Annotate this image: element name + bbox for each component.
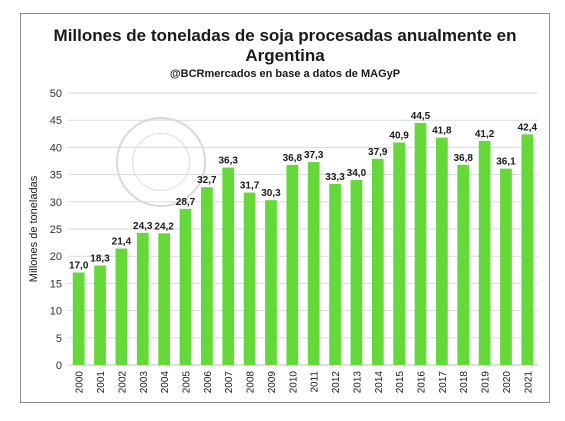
data-label: 36,8 [283, 153, 303, 164]
y-tick-label: 30 [50, 197, 62, 209]
data-label: 18,3 [90, 253, 110, 264]
bar [179, 208, 192, 365]
data-label: 36,3 [218, 156, 238, 167]
y-tick-label: 35 [50, 170, 62, 182]
y-tick-label: 15 [50, 278, 62, 290]
bar [500, 168, 512, 365]
data-label: 34,0 [347, 168, 367, 179]
data-label: 30,3 [261, 188, 281, 199]
data-label: 40,9 [389, 131, 409, 142]
bar [158, 233, 171, 365]
data-label: 37,9 [368, 147, 388, 158]
bar [478, 140, 491, 365]
x-tick-label: 2012 [331, 371, 342, 394]
bar [200, 187, 213, 365]
y-tick-label: 0 [56, 360, 62, 372]
y-tick-label: 5 [56, 333, 62, 345]
data-label: 41,2 [475, 129, 495, 140]
x-tick-label: 2004 [160, 371, 171, 394]
x-tick-label: 2005 [182, 371, 193, 394]
data-label: 36,8 [453, 153, 473, 164]
bar [222, 167, 235, 365]
bar [457, 164, 470, 365]
y-tick-label: 50 [50, 88, 62, 100]
x-tick-label: 2007 [224, 371, 235, 394]
data-label: 24,2 [154, 221, 174, 232]
x-tick-label: 2017 [438, 371, 449, 394]
bar [286, 164, 299, 365]
x-tick-label: 2013 [352, 371, 363, 394]
data-label: 21,4 [112, 237, 132, 248]
x-tick-label: 2008 [246, 371, 257, 394]
y-tick-label: 25 [50, 224, 62, 236]
data-label: 32,7 [197, 175, 217, 186]
bar [94, 265, 106, 365]
x-tick-label: 2003 [139, 371, 150, 394]
x-tick-label: 2000 [75, 371, 86, 394]
watermark-seal-icon [116, 117, 206, 207]
x-tick-label: 2009 [267, 371, 278, 394]
bar [307, 162, 320, 365]
bar [435, 137, 448, 365]
x-tick-label: 2016 [417, 371, 428, 394]
y-tick-label: 10 [50, 306, 62, 318]
data-label: 37,3 [304, 150, 324, 161]
x-tick-label: 2002 [117, 371, 128, 394]
bar [72, 272, 85, 365]
bar [136, 232, 149, 365]
x-tick-label: 2006 [203, 371, 214, 394]
chart-title-line-2: Argentina [245, 46, 325, 65]
data-label: 42,4 [518, 122, 538, 133]
bar [371, 158, 384, 365]
data-label: 17,0 [69, 261, 89, 272]
x-tick-label: 2020 [502, 371, 513, 394]
bar-chart: 0 5 10 15 20 25 30 35 40 45 50 Millones de tonelada… [28, 88, 538, 394]
data-label: 41,8 [432, 126, 452, 137]
bar [393, 142, 406, 365]
chart-frame: Millones de toneladas de soja procesadas… [20, 13, 550, 403]
y-axis-label: Millones de toneladas [28, 175, 40, 282]
bar [329, 183, 341, 365]
x-tick-label: 2018 [459, 371, 470, 394]
chart-title-line-1: Millones de toneladas de soja procesadas… [53, 26, 517, 45]
y-tick-label: 40 [50, 142, 62, 154]
data-label: 28,7 [176, 197, 196, 208]
bar [243, 192, 256, 365]
data-label: 24,3 [133, 221, 153, 232]
data-label: 31,7 [240, 181, 260, 192]
bar [414, 122, 427, 365]
y-tick-label: 45 [50, 115, 62, 127]
bar [521, 134, 534, 365]
x-tick-label: 2015 [395, 371, 406, 394]
x-tick-label: 2014 [374, 371, 385, 394]
bar [115, 248, 128, 365]
data-label: 33,3 [325, 172, 345, 183]
x-tick-label: 2001 [96, 371, 107, 394]
chart-subtitle: @BCRmercados en base a datos de MAGyP [169, 68, 401, 80]
bar [265, 200, 277, 365]
x-tick-label: 2019 [481, 371, 492, 394]
data-label: 36,1 [496, 157, 516, 168]
x-tick-label: 2021 [523, 371, 534, 394]
bar [350, 180, 363, 365]
x-tick-label: 2011 [310, 371, 321, 393]
chart-title: Millones de toneladas de soja procesadas… [21, 26, 549, 66]
x-tick-label: 2010 [288, 371, 299, 394]
data-label: 44,5 [411, 111, 431, 122]
y-tick-label: 20 [50, 251, 62, 263]
